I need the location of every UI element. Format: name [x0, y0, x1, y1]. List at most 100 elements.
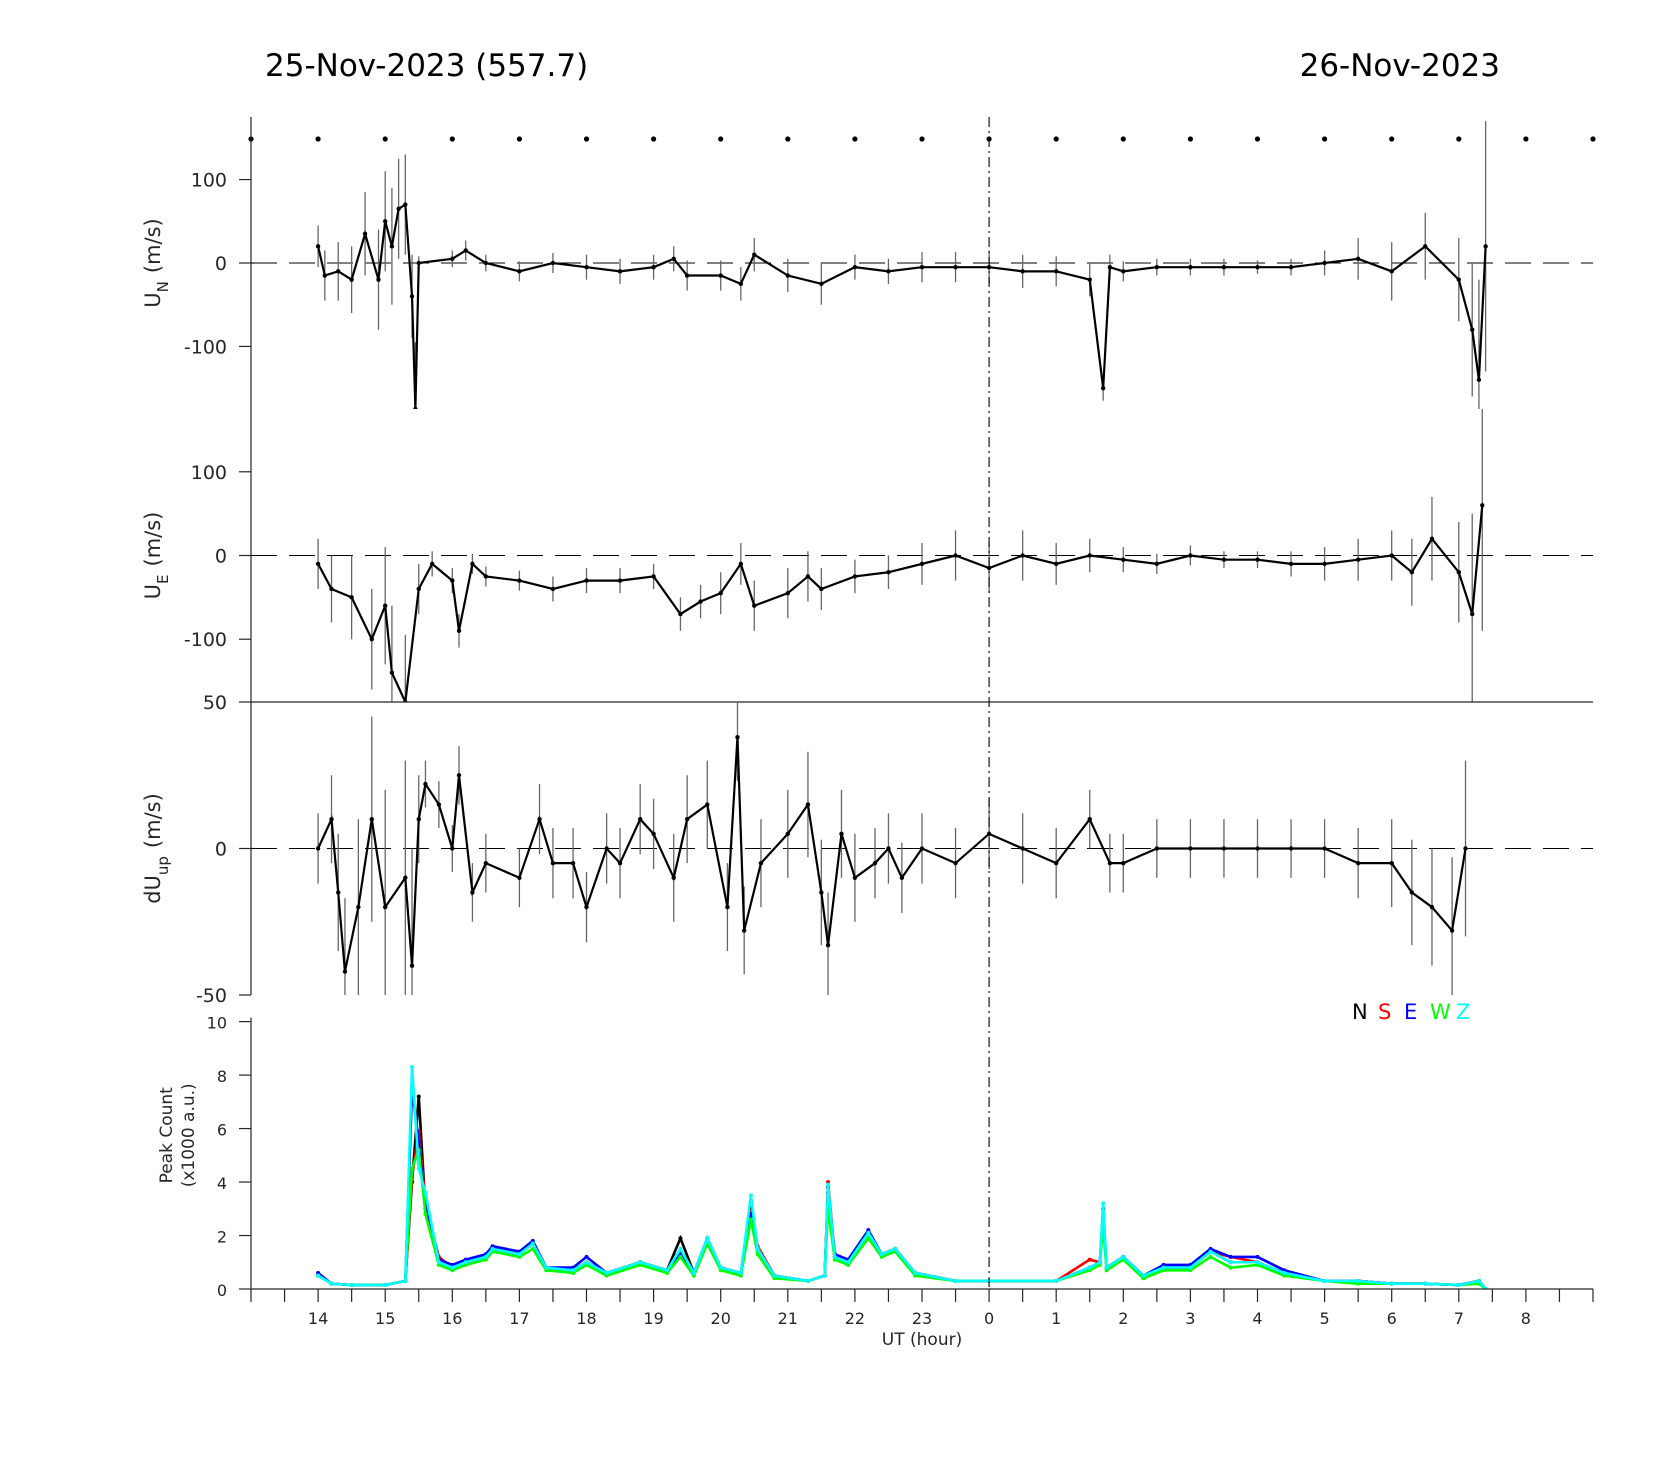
- count-line-W: [317, 1149, 1487, 1289]
- data-point: [550, 586, 556, 592]
- count-point-Z: [846, 1260, 851, 1265]
- data-point: [1188, 846, 1193, 851]
- y-tick-label: 0: [215, 253, 227, 275]
- legend-Z: Z: [1456, 1000, 1470, 1024]
- data-point: [1288, 264, 1294, 270]
- data-point: [1054, 269, 1059, 274]
- y-tick-label: 4: [217, 1174, 227, 1193]
- data-point: [1154, 846, 1160, 851]
- data-point: [651, 574, 656, 579]
- y-label-main: U: [141, 292, 165, 307]
- data-point: [738, 561, 744, 567]
- data-point: [403, 202, 408, 207]
- count-point-Z: [1322, 1278, 1327, 1283]
- data-point: [1107, 860, 1113, 866]
- count-point-Z: [416, 1166, 421, 1171]
- data-point: [369, 637, 374, 642]
- count-point-Z: [822, 1273, 827, 1278]
- data-point: [1107, 264, 1113, 270]
- data-point: [1470, 327, 1475, 332]
- count-point-Z: [463, 1260, 468, 1265]
- count-point-Z: [483, 1254, 488, 1259]
- data-point: [725, 904, 730, 910]
- count-point-Z: [1476, 1278, 1481, 1283]
- data-point: [1020, 269, 1025, 274]
- data-point: [1483, 244, 1488, 249]
- data-point: [617, 578, 623, 583]
- data-line: [317, 202, 1487, 409]
- data-point: [349, 595, 354, 600]
- count-point-Z: [893, 1246, 898, 1251]
- count-point-Z: [748, 1193, 753, 1198]
- data-point: [584, 904, 589, 910]
- data-point: [684, 817, 690, 822]
- hour-marker-dot: [315, 136, 321, 142]
- hour-marker-dot: [919, 136, 925, 142]
- count-point-Z: [1141, 1273, 1146, 1278]
- count-point-Z: [571, 1268, 576, 1273]
- x-tick-label: 4: [1252, 1309, 1262, 1328]
- count-point-Z: [1456, 1282, 1461, 1287]
- hour-marker-dot: [718, 136, 724, 142]
- count-point-Z: [913, 1270, 918, 1275]
- data-point: [1221, 264, 1227, 270]
- count-point-Z: [436, 1260, 441, 1265]
- count-point-Z: [490, 1246, 495, 1251]
- y-axis-label-peak-count: Peak Count: [157, 1087, 177, 1184]
- data-point: [1154, 264, 1160, 270]
- data-point: [785, 590, 790, 596]
- data-point: [785, 831, 790, 837]
- data-point: [617, 860, 623, 866]
- data-point: [872, 860, 878, 866]
- x-tick-label: 21: [778, 1309, 798, 1328]
- data-point: [1054, 561, 1059, 567]
- data-point: [550, 260, 556, 266]
- hour-marker-dot: [1053, 136, 1059, 142]
- data-point: [1409, 570, 1415, 575]
- count-point-W: [866, 1236, 871, 1241]
- count-point-Z: [678, 1246, 683, 1251]
- hour-marker-dot: [1590, 136, 1596, 142]
- hour-marker-dot: [785, 136, 791, 142]
- data-point: [705, 802, 710, 807]
- data-point: [671, 875, 676, 880]
- data-point: [651, 264, 656, 270]
- data-point: [1188, 264, 1193, 270]
- count-point-E: [1255, 1254, 1260, 1259]
- data-point: [1322, 561, 1327, 567]
- data-point: [852, 574, 858, 579]
- data-point: [1054, 860, 1059, 866]
- x-tick-label: 8: [1521, 1309, 1531, 1328]
- x-tick-label: 2: [1118, 1309, 1128, 1328]
- data-point: [1322, 846, 1327, 851]
- data-point: [1087, 277, 1092, 282]
- y-axis-label-peak-count-unit: (x1000 a.u.): [179, 1083, 199, 1187]
- data-point: [429, 561, 435, 567]
- hour-marker-dot: [449, 136, 455, 142]
- x-tick-label: 16: [442, 1309, 462, 1328]
- data-point: [1456, 570, 1462, 575]
- x-tick-label: 18: [576, 1309, 596, 1328]
- count-point-Z: [329, 1281, 334, 1286]
- data-point: [456, 773, 462, 778]
- count-line-S: [317, 1131, 1487, 1289]
- data-point: [584, 578, 589, 583]
- x-tick-label: 15: [375, 1309, 395, 1328]
- series-UE: [315, 409, 1485, 702]
- data-point: [389, 244, 395, 249]
- data-point: [329, 817, 334, 822]
- count-point-Z: [879, 1252, 884, 1257]
- data-point: [584, 264, 589, 270]
- y-axis-label-UN: UN (m/s): [141, 218, 172, 307]
- y-label-subscript: N: [154, 281, 172, 292]
- data-point: [329, 586, 334, 592]
- data-point: [483, 260, 489, 266]
- data-point: [517, 875, 522, 880]
- data-point: [1409, 890, 1415, 895]
- count-point-Z: [718, 1265, 723, 1270]
- data-point: [1355, 557, 1361, 562]
- data-point: [752, 252, 757, 257]
- hour-marker-dot: [1187, 136, 1193, 142]
- data-point: [986, 831, 992, 837]
- data-point: [718, 590, 723, 596]
